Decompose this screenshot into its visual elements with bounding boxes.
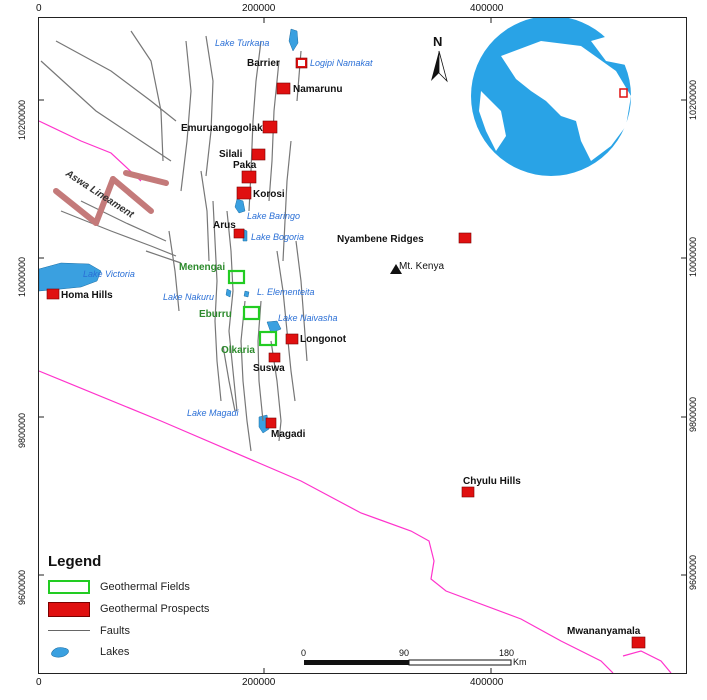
prospect-label-homa-hills: Homa Hills xyxy=(61,290,113,301)
field-marker-menengai[interactable] xyxy=(227,269,246,285)
prospect-marker-homa-hills[interactable] xyxy=(46,288,60,300)
country-border xyxy=(39,120,672,673)
lake-label-magadi: Lake Magadi xyxy=(187,408,240,418)
map-canvas: Aswa Lineament Mt. Kenya xyxy=(39,18,686,673)
prospect-marker-emuruangogolak[interactable] xyxy=(262,120,278,134)
lake-label-elementeita: L. Elementeita xyxy=(257,287,315,297)
top-axis-label-0: 0 xyxy=(36,3,42,14)
lake-label-logipi-namakat: Logipi Namakat xyxy=(310,58,373,68)
faults-layer xyxy=(40,30,308,452)
field-label-eburru: Eburru xyxy=(199,309,232,320)
prospect-label-paka: Paka xyxy=(233,160,257,171)
lake-nakuru-shape xyxy=(225,288,232,298)
scale-bar: 0 90 180 Km xyxy=(301,648,527,667)
legend-fault-symbol xyxy=(48,630,90,631)
field-marker-olkaria[interactable] xyxy=(258,330,278,347)
right-axis-label-9800000: 9800000 xyxy=(688,396,698,432)
prospect-label-chyulu-hills: Chyulu Hills xyxy=(463,476,521,487)
top-axis-label-200000: 200000 xyxy=(242,3,276,14)
right-axis-label-9600000: 9600000 xyxy=(688,554,698,590)
lake-label-naivasha: Lake Naivasha xyxy=(278,313,338,323)
prospect-marker-nyambene-ridges[interactable] xyxy=(458,232,472,244)
lake-label-bogoria: Lake Bogoria xyxy=(251,232,304,242)
fields-layer xyxy=(227,269,278,347)
legend-label-fields: Geothermal Fields xyxy=(100,581,190,593)
prospect-label-arus: Arus xyxy=(213,220,236,231)
aswa-lineament xyxy=(53,170,169,226)
prospect-marker-chyulu-hills[interactable] xyxy=(461,486,475,498)
lake-elementeita-shape xyxy=(243,290,250,298)
prospect-marker-arus[interactable] xyxy=(233,228,245,239)
legend-row-fields: Geothermal Fields xyxy=(48,580,278,596)
field-label-menengai: Menengai xyxy=(179,262,225,273)
bottom-axis-label-0: 0 xyxy=(36,677,42,688)
prospect-marker-silali[interactable] xyxy=(251,148,266,161)
legend-title: Legend xyxy=(48,553,102,570)
mt-kenya-label: Mt. Kenya xyxy=(399,261,444,272)
north-arrow: N xyxy=(431,34,448,83)
legend-field-symbol xyxy=(48,580,90,594)
prospect-label-silali: Silali xyxy=(219,149,243,160)
lake-label-baringo: Lake Baringo xyxy=(247,211,300,221)
legend-label-faults: Faults xyxy=(100,625,130,637)
north-label: N xyxy=(433,34,442,49)
right-axis-label-10000000: 10000000 xyxy=(688,236,698,277)
left-axis-label-9800000: 9800000 xyxy=(17,412,27,448)
left-axis-label-9600000: 9600000 xyxy=(17,569,27,605)
prospect-marker-korosi[interactable] xyxy=(236,186,252,200)
prospect-marker-suswa[interactable] xyxy=(268,352,281,363)
lake-label-turkana: Lake Turkana xyxy=(215,38,269,48)
lake-label-victoria: Lake Victoria xyxy=(83,269,135,279)
scale-tick-0: 0 xyxy=(301,648,306,658)
lake-naivasha-shape xyxy=(266,320,282,334)
lake-baringo-shape xyxy=(234,198,246,214)
right-axis-label-10200000: 10200000 xyxy=(688,79,698,120)
prospect-label-magadi: Magadi xyxy=(271,429,306,440)
field-marker-eburru[interactable] xyxy=(242,305,261,321)
lakes-layer xyxy=(39,28,299,434)
legend: Legend Geothermal Fields Geothermal Pros… xyxy=(48,553,278,668)
lake-victoria-shape xyxy=(39,262,102,292)
field-label-olkaria: Olkaria xyxy=(221,345,255,356)
legend-row-faults: Faults xyxy=(48,624,278,640)
legend-row-prospects: Geothermal Prospects xyxy=(48,602,278,618)
legend-row-lakes: Lakes xyxy=(48,645,278,661)
prospect-marker-paka[interactable] xyxy=(241,170,257,184)
left-axis-label-10000000: 10000000 xyxy=(17,256,27,297)
prospect-label-nyambene-ridges: Nyambene Ridges xyxy=(337,234,424,245)
prospects-layer xyxy=(46,57,646,649)
grid-ticks xyxy=(39,18,686,673)
legend-label-prospects: Geothermal Prospects xyxy=(100,603,210,615)
prospect-label-longonot: Longonot xyxy=(300,334,347,345)
bottom-axis-label-400000: 400000 xyxy=(470,677,504,688)
scale-tick-90: 90 xyxy=(399,648,409,658)
legend-label-lakes: Lakes xyxy=(100,646,130,658)
prospect-label-namarunu: Namarunu xyxy=(293,84,342,95)
scale-unit: Km xyxy=(513,657,527,667)
top-axis-label-400000: 400000 xyxy=(470,3,504,14)
lake-turkana-shape xyxy=(288,28,299,52)
legend-prospect-symbol xyxy=(48,602,90,617)
left-axis-label-10200000: 10200000 xyxy=(17,99,27,140)
prospect-label-korosi: Korosi xyxy=(253,189,285,200)
prospect-label-suswa: Suswa xyxy=(253,363,285,374)
map-frame: Aswa Lineament Mt. Kenya xyxy=(38,17,687,674)
prospect-marker-mwananyamala[interactable] xyxy=(631,636,646,649)
prospect-marker-longonot[interactable] xyxy=(285,333,299,345)
prospect-marker-namarunu[interactable] xyxy=(276,82,291,95)
prospect-marker-magadi[interactable] xyxy=(265,417,277,429)
lake-label-nakuru: Lake Nakuru xyxy=(163,292,214,302)
globe-kenya-marker xyxy=(619,88,628,98)
mt-kenya-marker[interactable] xyxy=(390,264,402,274)
lake-icon xyxy=(51,647,69,658)
prospect-label-emuruangogolak: Emuruangogolak xyxy=(181,123,263,134)
prospect-label-barrier: Barrier xyxy=(247,58,280,69)
bottom-axis-label-200000: 200000 xyxy=(242,677,276,688)
scale-tick-180: 180 xyxy=(499,648,514,658)
globe-inset xyxy=(471,18,641,176)
prospect-label-mwananyamala: Mwananyamala xyxy=(567,626,641,637)
